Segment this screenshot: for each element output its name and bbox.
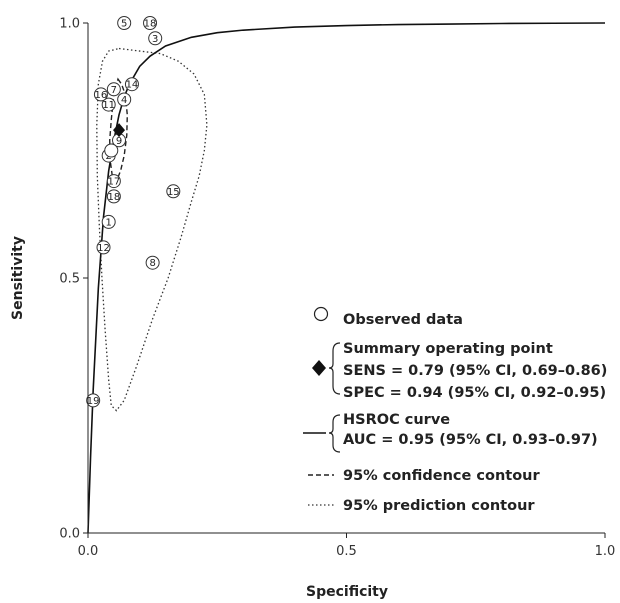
- x-tick-label: 0.5: [336, 544, 357, 559]
- observed-point: 1: [101, 214, 116, 229]
- observed-point-label: 11: [102, 100, 115, 111]
- observed-point-label: 19: [87, 396, 100, 407]
- hsroc-curve-layer: [87, 22, 606, 534]
- observed-point: 18: [106, 189, 121, 204]
- y-tick-label: 0.0: [59, 527, 80, 542]
- legend-summary-text: Summary operating point: [343, 341, 553, 357]
- observed-point: 16: [93, 87, 108, 102]
- x-tick-label: 0.0: [78, 544, 99, 559]
- legend-confidence-label: 95% confidence contour: [343, 468, 540, 484]
- legend-prediction-label: 95% prediction contour: [343, 498, 535, 514]
- observed-point-marker: [117, 16, 132, 30]
- observed-point-marker: [96, 240, 111, 255]
- legend-summary-marker: [312, 360, 326, 376]
- observed-point-label: 15: [167, 187, 180, 198]
- observed-point-label: 8: [149, 258, 155, 269]
- observed-point: 14: [124, 77, 139, 92]
- observed-point: 12: [96, 240, 111, 255]
- y-tick-label: 1.0: [59, 17, 80, 32]
- legend-summary-text: SENS = 0.79 (95% CI, 0.69–0.86): [343, 363, 607, 379]
- observed-point-marker: [101, 214, 116, 229]
- observed-point: 17: [106, 174, 121, 189]
- observed-point-label: 3: [152, 34, 158, 45]
- observed-point: [104, 143, 119, 158]
- observed-point-label: 5: [121, 19, 127, 30]
- x-tick-label: 1.0: [595, 544, 616, 559]
- observed-point: 11: [101, 97, 116, 112]
- observed-point-label: 9: [116, 136, 122, 147]
- legend-observed-marker: [313, 306, 329, 322]
- observed-point: 19: [86, 393, 101, 408]
- observed-point-label: 16: [95, 90, 108, 101]
- observed-point-label: 18: [107, 192, 120, 203]
- observed-point: 4: [117, 92, 132, 107]
- observed-point-marker: [143, 16, 158, 30]
- observed-point-marker: [106, 82, 121, 97]
- observed-point-marker: [101, 97, 116, 112]
- legend-summary-brace: [328, 342, 341, 395]
- legend-summary-text: SPEC = 0.94 (95% CI, 0.92–0.95): [343, 385, 606, 401]
- y-tick-label: 0.5: [59, 272, 80, 287]
- observed-point-marker: [104, 143, 119, 158]
- axes-layer: 0.0 0.5 1.0 0.0 0.5 1.0: [59, 17, 615, 560]
- observed-point: 15: [166, 184, 181, 199]
- observed-point-marker: [106, 189, 121, 204]
- x-axis-title: Specificity: [306, 584, 388, 600]
- observed-point: 3: [148, 31, 163, 46]
- observed-point: 8: [145, 255, 160, 270]
- legend-observed-label: Observed data: [343, 312, 463, 328]
- observed-point: 7: [106, 82, 121, 97]
- observed-point-marker: [117, 92, 132, 107]
- observed-point-label: 7: [111, 85, 117, 96]
- legend-hsroc-brace: [328, 414, 341, 453]
- legend-hsroc-text: AUC = 0.95 (95% CI, 0.93–0.97): [343, 432, 598, 448]
- observed-point-label: 12: [97, 243, 110, 254]
- observed-point: 5: [117, 16, 132, 30]
- observed-point-marker: [106, 174, 121, 189]
- observed-point-label: 14: [126, 80, 139, 91]
- observed-point-label: 1: [105, 217, 111, 228]
- observed-point-marker: [148, 31, 163, 46]
- observed-point-marker: [145, 255, 160, 270]
- prediction-contour: [96, 47, 208, 412]
- legend: Observed data Summary operating point SENS…: [303, 306, 607, 514]
- summary-operating-point: [113, 123, 126, 138]
- observed-point-label: 4: [121, 95, 127, 106]
- observed-point-label: 18: [144, 19, 157, 30]
- legend-hsroc-text: HSROC curve: [343, 412, 450, 428]
- y-axis-title: Sensitivity: [10, 236, 26, 320]
- observed-point-marker: [166, 184, 181, 199]
- summary-point-layer: [113, 123, 126, 138]
- observed-point-marker: [124, 77, 139, 92]
- observed-point-label: 17: [107, 177, 120, 188]
- observed-points-layer: 12345789111214151617181819: [86, 16, 181, 408]
- hsroc-curve: [87, 22, 606, 534]
- observed-point-marker: [86, 393, 101, 408]
- observed-point-marker: [93, 87, 108, 102]
- observed-point: 18: [143, 16, 158, 30]
